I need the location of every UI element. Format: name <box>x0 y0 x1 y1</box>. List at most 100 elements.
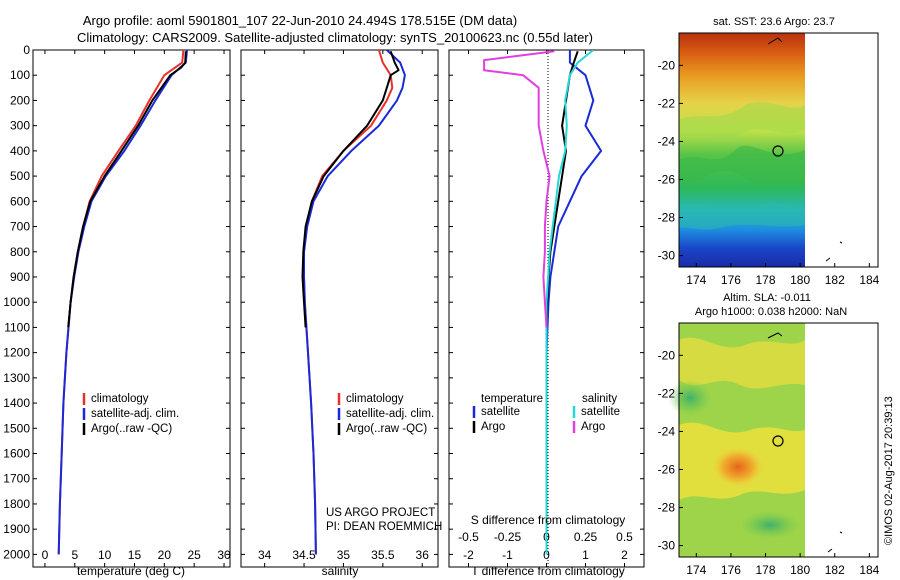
credit-label: ©IMOS 02-Aug-2017 20:39:13 <box>883 396 895 545</box>
map-x-tick-label: 174 <box>686 563 706 577</box>
figure-title-line2: Climatology: CARS2009. Satellite-adjuste… <box>77 30 593 45</box>
temperature-panel: 0100200300400500600700800900100011001200… <box>3 43 231 578</box>
temperature-xlabel: temperature (deg C) <box>77 564 185 578</box>
temperature-axis-ticks: 0 5 10 15 20 25 30 <box>42 50 231 567</box>
x-tick-label: 34 <box>258 548 272 562</box>
x-tick-label: 1 <box>582 548 589 562</box>
map-x-tick-label: 184 <box>859 563 879 577</box>
legend-argo-label: Argo(..raw -QC) <box>91 423 172 435</box>
sst-map-ticks: 174 176 178 180 182 184 -20 -22 -24 -26 -28 -30 <box>658 58 880 287</box>
sla-map-panel: Altim. SLA: -0.011 Argo h1000: 0.038 h20… <box>658 292 880 577</box>
salinity-axis-ticks: 34 34.5 35 35.5 36 <box>258 50 429 567</box>
x-tick-label: -1 <box>502 548 513 562</box>
sla-map-frame <box>678 322 879 558</box>
sla-profile-marker <box>772 435 784 447</box>
y-tick-label: 400 <box>10 144 30 158</box>
series-line-salinity-argo <box>483 50 555 328</box>
x-tick-label: 30 <box>217 548 231 562</box>
x2-tick-label: -0.5 <box>458 530 479 544</box>
y-tick-label: 600 <box>10 194 30 208</box>
x-tick-label: 2 <box>621 548 628 562</box>
sst-islands-south <box>825 241 843 262</box>
x-tick-label: 36 <box>416 548 430 562</box>
y-tick-label: 1400 <box>3 396 30 410</box>
y-tick-label: 1000 <box>3 295 30 309</box>
salinity-panel: 34 34.5 35 35.5 36 salinity climatology sate… <box>240 49 442 578</box>
difference-legend: temperature salinity satellite Argo sate… <box>472 393 620 433</box>
sst-map-title: sat. SST: 23.6 Argo: 23.7 <box>713 16 835 28</box>
difference-lines <box>483 50 603 555</box>
difference-axis-ticks: -2 -1 0 1 2-0.5 -0.25 0 0.25 0.5 <box>458 50 633 567</box>
temperature-legend: climatology satellite-adj. clim. Argo(..… <box>82 393 179 435</box>
sst-green-band <box>679 145 805 185</box>
x-tick-label: 25 <box>188 548 202 562</box>
map-x-tick-label: 180 <box>790 273 810 287</box>
y-tick-label: 200 <box>10 93 30 107</box>
x-tick-label: 20 <box>158 548 172 562</box>
difference-panel: -2 -1 0 1 2-0.5 -0.25 0 0.25 0.5 T difference fr… <box>448 49 645 578</box>
series-line-satellite-adj-clim- <box>303 50 406 555</box>
sst-land-mask <box>805 33 878 267</box>
series-line-argo-raw-qc- <box>67 51 187 328</box>
map-x-tick-label: 184 <box>859 273 879 287</box>
y-tick-label: 2000 <box>3 547 30 561</box>
salinity-axes-box <box>240 49 439 568</box>
sla-low-anomaly-south <box>740 511 800 539</box>
map-y-tick-label: -20 <box>658 58 676 72</box>
figure-title-line1: Argo profile: aoml 5901801_107 22-Jun-20… <box>83 13 517 28</box>
legend-satellite-label: satellite-adj. clim. <box>346 408 434 420</box>
legend-satellite-label: satellite-adj. clim. <box>91 408 179 420</box>
x-tick-label: 35 <box>337 548 351 562</box>
map-x-tick-label: 180 <box>790 563 810 577</box>
y-tick-label: 0 <box>23 43 30 57</box>
x-tick-label: 5 <box>71 548 78 562</box>
sla-map-title-line1: Altim. SLA: -0.011 <box>723 292 811 304</box>
map-y-tick-label: -30 <box>658 249 676 263</box>
sla-land-mask <box>805 323 878 557</box>
pi-label: PI: DEAN ROEMMICH <box>326 521 442 533</box>
temperature-axes-box <box>32 49 231 568</box>
legend-temperature-title: temperature <box>481 393 543 405</box>
sla-yellow-band <box>679 337 805 389</box>
legend-t-argo-label: Argo <box>481 421 505 433</box>
map-y-tick-label: -24 <box>658 134 676 148</box>
map-x-tick-label: 178 <box>756 563 776 577</box>
map-y-tick-label: -28 <box>658 211 676 225</box>
legend-climatology-label: climatology <box>346 393 404 405</box>
difference-depth-ticks <box>449 49 644 555</box>
temperature-lines <box>57 50 188 555</box>
y-tick-label: 300 <box>10 119 30 133</box>
sst-yellowgreen-band <box>679 102 805 140</box>
map-y-tick-label: -28 <box>658 501 676 515</box>
series-line-salinity-satellite <box>545 50 594 555</box>
sst-profile-marker <box>772 145 784 157</box>
sst-cyan-band <box>679 202 805 230</box>
y-tick-label: 500 <box>10 169 30 183</box>
legend-s-satellite-label: satellite <box>581 406 620 418</box>
map-x-tick-label: 176 <box>721 273 741 287</box>
x2-tick-label: -0.25 <box>494 530 522 544</box>
legend-t-satellite-label: satellite <box>481 406 520 418</box>
x-tick-label: 10 <box>98 548 112 562</box>
map-y-tick-label: -26 <box>658 172 676 186</box>
map-x-tick-label: 182 <box>825 563 845 577</box>
salinity-lines <box>301 50 406 555</box>
sst-map-panel: sat. SST: 23.6 Argo: 23.7 174 176 178 180 18… <box>658 16 880 287</box>
y-tick-label: 1300 <box>3 371 30 385</box>
difference-xlabel-s: S difference from climatology <box>471 513 626 527</box>
map-y-tick-label: -22 <box>658 386 676 400</box>
x-tick-label: 0 <box>42 548 49 562</box>
y-tick-label: 1500 <box>3 421 30 435</box>
y-tick-label: 800 <box>10 245 30 259</box>
x-tick-label: 15 <box>128 548 142 562</box>
y-tick-label: 1800 <box>3 497 30 511</box>
sla-islands-south <box>827 531 843 553</box>
map-y-tick-label: -22 <box>658 96 676 110</box>
y-tick-label: 1700 <box>3 472 30 486</box>
map-x-tick-label: 182 <box>825 273 845 287</box>
map-y-tick-label: -20 <box>658 348 676 362</box>
sla-island <box>767 332 783 339</box>
salinity-depth-ticks <box>241 49 438 555</box>
x-tick-label: 35.5 <box>371 548 395 562</box>
